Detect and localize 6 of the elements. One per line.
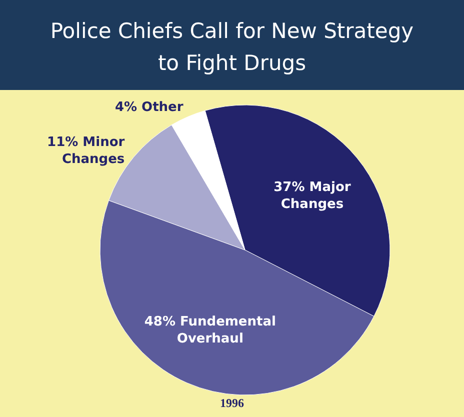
slice-label: 37% Major Changes: [274, 180, 352, 212]
slice-label: 48% Fundemental Overhaul: [144, 314, 276, 347]
chart-title: Police Chiefs Call for New Strategy to Fight Drugs: [50, 19, 414, 75]
slice-label: 4% Other: [114, 100, 184, 116]
text: 1996: [220, 396, 244, 410]
slice-label: 11% Minor Changes: [47, 134, 126, 167]
